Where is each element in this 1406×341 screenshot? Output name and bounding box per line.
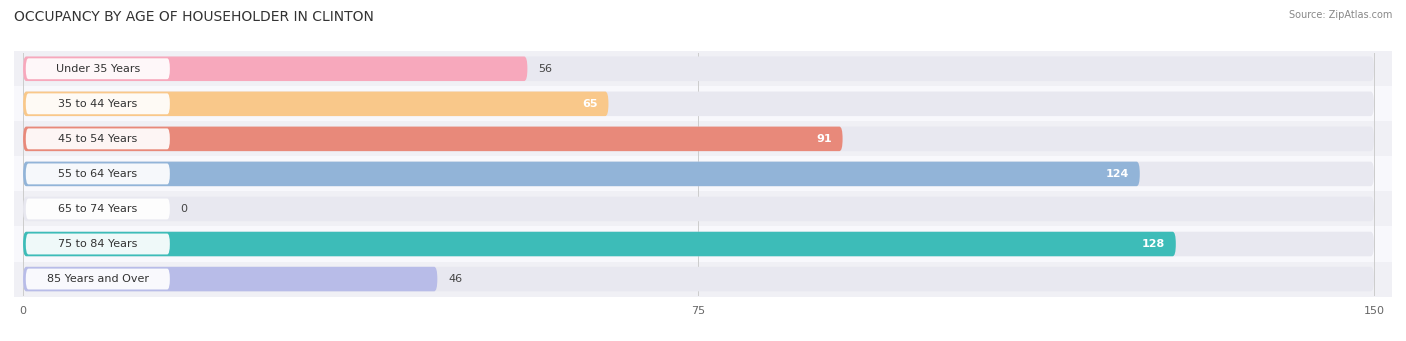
FancyBboxPatch shape (22, 57, 1374, 81)
Text: 45 to 54 Years: 45 to 54 Years (58, 134, 138, 144)
Text: Source: ZipAtlas.com: Source: ZipAtlas.com (1288, 10, 1392, 20)
Text: 55 to 64 Years: 55 to 64 Years (58, 169, 138, 179)
FancyBboxPatch shape (22, 162, 1140, 186)
FancyBboxPatch shape (6, 86, 1392, 121)
FancyBboxPatch shape (22, 127, 1374, 151)
Text: 46: 46 (449, 274, 463, 284)
FancyBboxPatch shape (6, 262, 1392, 297)
Text: 124: 124 (1105, 169, 1129, 179)
FancyBboxPatch shape (22, 267, 1374, 291)
Text: 65: 65 (582, 99, 598, 109)
FancyBboxPatch shape (22, 267, 437, 291)
FancyBboxPatch shape (22, 232, 1374, 256)
FancyBboxPatch shape (25, 129, 170, 149)
FancyBboxPatch shape (25, 58, 170, 79)
FancyBboxPatch shape (22, 91, 609, 116)
Text: 0: 0 (180, 204, 187, 214)
FancyBboxPatch shape (6, 157, 1392, 191)
FancyBboxPatch shape (22, 197, 1374, 221)
Text: 85 Years and Over: 85 Years and Over (46, 274, 149, 284)
FancyBboxPatch shape (6, 51, 1392, 86)
Text: 65 to 74 Years: 65 to 74 Years (58, 204, 138, 214)
FancyBboxPatch shape (25, 163, 170, 184)
Text: OCCUPANCY BY AGE OF HOUSEHOLDER IN CLINTON: OCCUPANCY BY AGE OF HOUSEHOLDER IN CLINT… (14, 10, 374, 24)
Text: 35 to 44 Years: 35 to 44 Years (58, 99, 138, 109)
FancyBboxPatch shape (22, 162, 1374, 186)
FancyBboxPatch shape (25, 234, 170, 254)
FancyBboxPatch shape (22, 91, 1374, 116)
FancyBboxPatch shape (6, 121, 1392, 157)
Text: 75 to 84 Years: 75 to 84 Years (58, 239, 138, 249)
Text: 56: 56 (538, 64, 553, 74)
FancyBboxPatch shape (6, 226, 1392, 262)
Text: Under 35 Years: Under 35 Years (56, 64, 141, 74)
FancyBboxPatch shape (6, 191, 1392, 226)
FancyBboxPatch shape (22, 57, 527, 81)
FancyBboxPatch shape (22, 232, 1175, 256)
FancyBboxPatch shape (25, 269, 170, 290)
FancyBboxPatch shape (25, 198, 170, 219)
Text: 128: 128 (1142, 239, 1166, 249)
FancyBboxPatch shape (25, 93, 170, 114)
Text: 91: 91 (815, 134, 832, 144)
FancyBboxPatch shape (22, 127, 842, 151)
